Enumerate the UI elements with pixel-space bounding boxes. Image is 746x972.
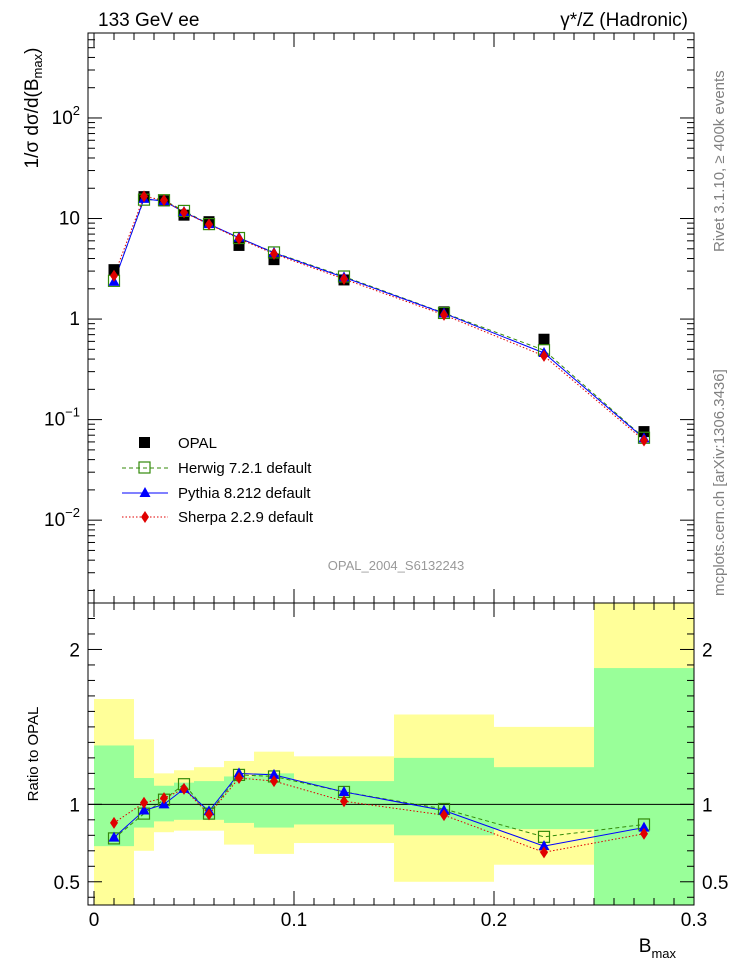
main-point-sherpa	[340, 273, 348, 286]
main-line-herwig	[113, 199, 645, 439]
ratio-band-inner	[494, 767, 594, 830]
main-y-ticks: 10−2 10−1 1 10 102	[44, 32, 694, 591]
legend-label-herwig: Herwig 7.2.1 default	[178, 460, 312, 477]
ratio-x-ticks: 0 0.1 0.2 0.3	[89, 603, 707, 931]
x-tick-label: 0.1	[281, 910, 307, 931]
main-line-sherpa	[113, 195, 645, 441]
x-tick-label: 0.2	[481, 910, 507, 931]
ratio-band-inner	[394, 757, 494, 836]
ratio-band-inner	[224, 776, 254, 823]
rivet-version-label: Rivet 3.1.10, ≥ 400k events	[711, 70, 728, 252]
ratio-point-sherpa	[140, 796, 148, 809]
ratio-point-pythia	[538, 840, 550, 851]
legend: OPAL Herwig 7.2.1 default Pythia 8.212 d…	[122, 435, 314, 526]
ratio-y-tick-label-right: 0.5	[702, 873, 728, 894]
ratio-point-sherpa	[160, 792, 168, 805]
main-y-tick-label: 102	[52, 103, 80, 129]
ratio-point-sherpa	[640, 827, 648, 840]
main-point-sherpa	[140, 190, 148, 203]
ratio-y-tick-label-right: 2	[702, 640, 713, 661]
main-y-tick-label: 10−1	[44, 405, 80, 431]
ratio-point-sherpa	[235, 772, 243, 785]
main-point-sherpa	[270, 247, 278, 260]
ratio-y-tick-label: 0.5	[54, 873, 80, 894]
ratio-y-ticks: 0.5 0.5 1 1 2 2	[54, 617, 728, 898]
legend-label-opal: OPAL	[178, 435, 217, 452]
main-point-opal	[538, 333, 550, 345]
main-point-opal	[108, 264, 120, 276]
main-point-opal	[233, 239, 245, 251]
main-point-opal	[638, 426, 650, 438]
main-panel: 10−2 10−1 1 10 102 OPAL_2004_S6132243 1/σ dσ…	[22, 32, 695, 604]
ratio-point-pythia	[108, 831, 120, 842]
main-y-tick-label: 10	[59, 209, 80, 230]
ratio-point-sherpa	[440, 809, 448, 822]
legend-marker-herwig	[138, 461, 151, 474]
ratio-panel: 0.5 0.5 1 1 2 2 0 0.1 0.2 0.3 Ratio to OPAL	[25, 602, 728, 931]
main-point-sherpa	[180, 206, 188, 219]
legend-label-pythia: Pythia 8.212 default	[178, 485, 311, 502]
main-point-sherpa	[110, 269, 118, 282]
ratio-y-tick-label-right: 1	[702, 795, 713, 816]
ratio-series-layer	[107, 767, 651, 859]
ratio-y-tick-label: 2	[69, 640, 80, 661]
ratio-band-inner	[94, 745, 134, 847]
x-axis-label: Bmax	[639, 936, 677, 961]
main-line-pythia	[113, 198, 645, 439]
main-x-ticks	[93, 33, 695, 603]
ratio-point-sherpa	[110, 816, 118, 829]
ratio-y-tick-label: 1	[69, 795, 80, 816]
ratio-point-pythia	[638, 821, 650, 832]
legend-marker-sherpa	[141, 511, 149, 523]
ratio-point-pythia	[268, 768, 280, 779]
legend-label-sherpa: Sherpa 2.2.9 default	[178, 509, 314, 526]
ratio-point-sherpa	[340, 795, 348, 808]
main-point-sherpa	[540, 349, 548, 362]
ratio-point-sherpa	[540, 846, 548, 859]
ratio-y-axis-label: Ratio to OPAL	[25, 707, 42, 802]
main-point-sherpa	[235, 232, 243, 245]
main-point-sherpa	[640, 434, 648, 447]
ratio-point-sherpa	[205, 808, 213, 821]
main-point-sherpa	[440, 308, 448, 321]
ratio-point-sherpa	[180, 782, 188, 795]
energy-label: 133 GeV ee	[98, 10, 199, 31]
legend-marker-pythia	[139, 487, 151, 497]
source-label: mcplots.cern.ch [arXiv:1306.3436]	[711, 369, 728, 596]
analysis-watermark: OPAL_2004_S6132243	[328, 558, 464, 573]
ratio-point-sherpa	[270, 775, 278, 788]
main-y-axis-label: 1/σ dσ/d(Bmax)	[22, 48, 45, 169]
ratio-band-inner	[594, 668, 694, 905]
x-tick-label: 0.3	[681, 910, 707, 931]
main-point-sherpa	[160, 194, 168, 207]
main-y-tick-label: 10−2	[44, 505, 80, 531]
ratio-frame	[87, 602, 695, 906]
ratio-uncertainty-bands	[94, 603, 694, 905]
ratio-point-pythia	[338, 785, 350, 796]
process-label: γ*/Z (Hadronic)	[560, 10, 688, 31]
main-point-sherpa	[205, 218, 213, 231]
main-series-layer	[107, 190, 651, 447]
x-tick-label: 0	[89, 910, 100, 931]
ratio-point-pythia	[138, 804, 150, 815]
legend-marker-opal	[139, 437, 150, 448]
main-y-tick-label: 1	[69, 309, 80, 330]
